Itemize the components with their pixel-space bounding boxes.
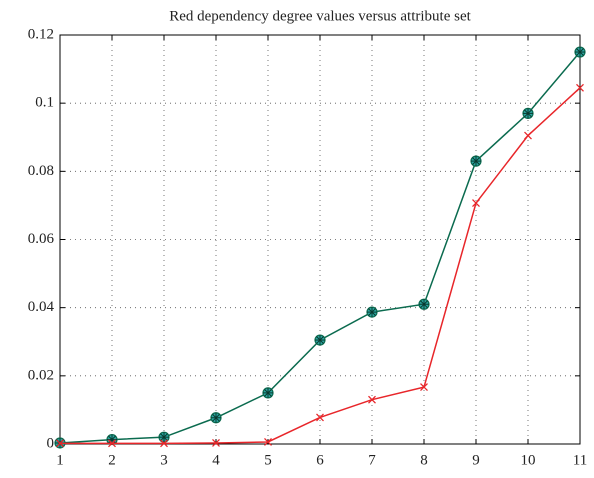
- marker-part: [368, 308, 376, 316]
- x-tick-label: 1: [56, 452, 64, 468]
- marker-part: [264, 388, 272, 397]
- marker-part: [108, 435, 116, 444]
- marker-part: [160, 433, 168, 442]
- x-tick-label: 7: [368, 452, 376, 468]
- marker: [316, 413, 324, 422]
- y-tick-label: 0.04: [28, 299, 55, 315]
- y-tick-label: 0.1: [35, 95, 54, 111]
- marker-part: [472, 157, 480, 165]
- x-tick-label: 4: [212, 452, 220, 468]
- x-tick-label: 9: [472, 452, 480, 468]
- marker-part: [316, 336, 324, 344]
- x-tick-label: 3: [160, 452, 168, 468]
- x-tick-label: 8: [420, 452, 428, 468]
- plot-frame: [59, 34, 581, 445]
- x-tick-label: 11: [573, 452, 587, 468]
- marker: [368, 395, 376, 404]
- marker: [420, 383, 428, 392]
- marker: [106, 433, 118, 446]
- marker: [418, 298, 430, 310]
- marker: [160, 439, 168, 448]
- marker-part: [212, 413, 220, 422]
- x-tick-label: 10: [521, 452, 536, 468]
- y-tick-label: 0: [47, 435, 55, 451]
- marker: [576, 83, 584, 92]
- marker: [210, 412, 222, 424]
- marker: [262, 387, 274, 399]
- y-tick-label: 0.06: [28, 231, 55, 247]
- y-tick-label: 0.12: [28, 26, 54, 42]
- y-tick-label: 0.02: [28, 367, 54, 383]
- chart-title: Red dependency degree values versus attr…: [169, 8, 471, 24]
- marker: [212, 439, 220, 447]
- x-tick-label: 2: [108, 452, 116, 468]
- marker: [158, 431, 170, 443]
- marker: [522, 107, 534, 119]
- marker: [264, 437, 272, 446]
- marker: [524, 131, 532, 140]
- marker-part: [420, 300, 428, 309]
- marker: [56, 439, 64, 448]
- y-tick-label: 0.08: [28, 163, 54, 179]
- marker: [472, 199, 480, 207]
- x-tick-label: 5: [264, 452, 272, 468]
- x-tick-label: 6: [316, 452, 324, 468]
- marker-part: [576, 48, 584, 56]
- marker: [574, 46, 586, 58]
- marker: [366, 306, 378, 318]
- marker: [314, 334, 326, 346]
- marker-part: [524, 109, 532, 118]
- marker: [108, 439, 116, 448]
- marker: [470, 155, 482, 167]
